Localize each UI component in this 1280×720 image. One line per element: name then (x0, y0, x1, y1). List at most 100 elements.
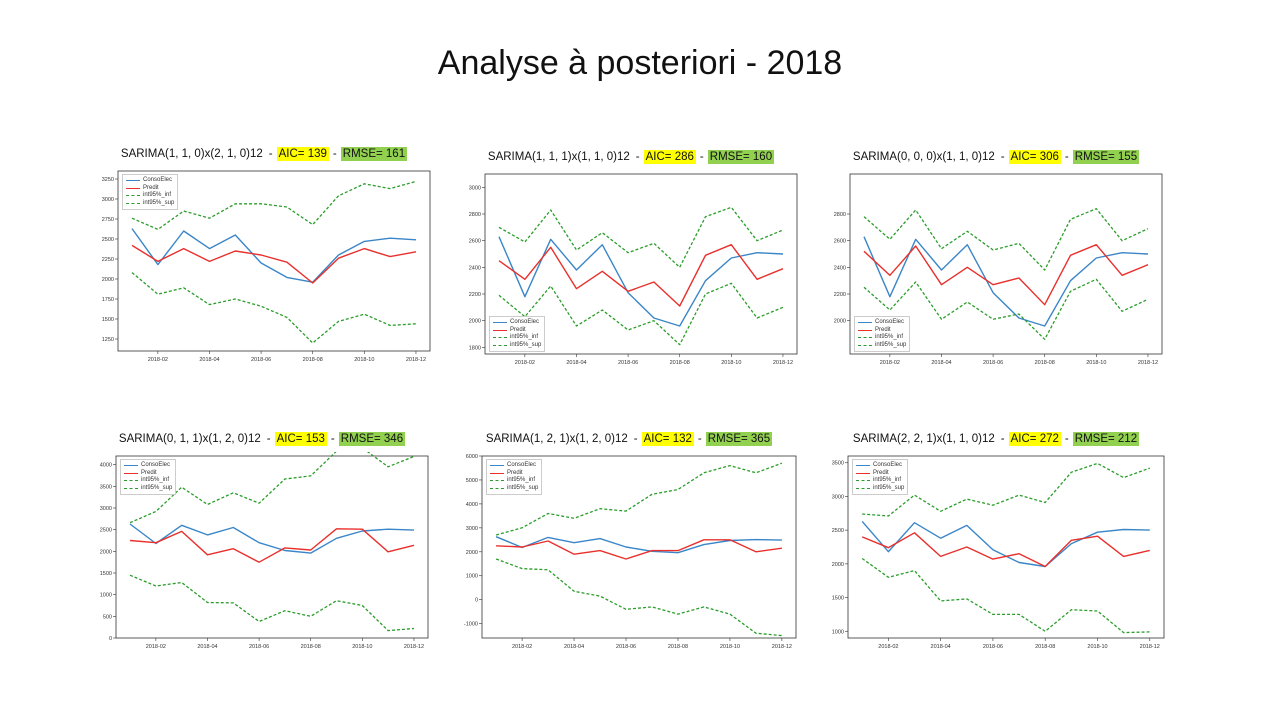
legend-label: Predit (510, 326, 526, 333)
series-line-consoelec (495, 536, 782, 554)
x-tick-label: 2018-06 (251, 357, 271, 363)
legend-label: ConsoElec (873, 462, 903, 468)
legend-label: ConsoElec (507, 462, 537, 468)
separator: - (330, 433, 335, 445)
legend-entry: ConsoElec (490, 462, 538, 470)
separator: - (332, 148, 337, 160)
y-tick-label: 5000 (466, 478, 478, 484)
legend-entry: Predit (490, 470, 538, 478)
series-line-consoelec (131, 228, 417, 283)
y-tick-label: 2000 (100, 549, 112, 555)
x-tick-label: 2018-08 (1035, 360, 1055, 366)
rmse-badge: RMSE= 161 (340, 147, 408, 161)
y-tick-label: 3000 (466, 526, 478, 532)
plot-frame (484, 173, 798, 355)
series-line-consoelec (498, 236, 784, 327)
legend-entry: int95%_inf (858, 334, 906, 342)
y-tick-label: 3250 (102, 177, 114, 183)
x-tick-label: 2018-06 (983, 360, 1003, 366)
legend-swatch (858, 329, 872, 331)
x-tick-label: 2018-08 (303, 357, 323, 363)
series-line-int95-inf (131, 272, 417, 344)
legend-label: int95%_sup (875, 341, 907, 348)
legend-entry: int95%_sup (856, 485, 904, 493)
series-line-int95-inf (863, 278, 1149, 340)
series-line-predit (131, 244, 417, 284)
series-line-predit (496, 539, 782, 560)
line-chart: 1000 1500 2000 2500 3000 3500 2018-02 2018-04 20… (832, 455, 1165, 650)
legend-swatch (126, 195, 140, 197)
model-title: SARIMA(2, 2, 1)x(1, 1, 0)12 (852, 433, 995, 445)
legend-swatch (126, 180, 140, 182)
chart-panel: SARIMA(1, 2, 1)x(1, 2, 0)12 - AIC= 132 -… (452, 428, 804, 660)
x-tick-label: 2018-06 (249, 644, 269, 650)
legend-label: int95%_sup (873, 484, 905, 491)
legend-label: int95%_inf (875, 334, 904, 340)
x-tick-label: 2018-04 (564, 644, 584, 650)
x-tick-label: 2018-02 (878, 644, 898, 650)
y-tick-label: 1500 (832, 596, 844, 602)
legend-swatch (490, 472, 504, 474)
y-tick-label: 3000 (832, 494, 844, 500)
y-tick-label: 2200 (469, 292, 481, 298)
separator: - (635, 151, 640, 163)
legend-swatch (493, 329, 507, 331)
aic-badge: AIC= 132 (641, 432, 694, 446)
legend-label: int95%_sup (510, 341, 542, 348)
y-tick-label: 4000 (100, 463, 112, 469)
legend-swatch (856, 472, 870, 474)
separator: - (697, 433, 702, 445)
legend-label: Predit (875, 326, 891, 333)
series-line-int95-inf (861, 557, 1150, 634)
separator: - (633, 433, 638, 445)
plot-frame (117, 170, 431, 352)
rmse-badge: RMSE= 155 (1072, 150, 1140, 164)
legend-swatch (493, 337, 507, 339)
series-line-predit (498, 243, 784, 307)
y-tick-label: 0 (109, 636, 112, 642)
x-tick-label: 2018-02 (880, 360, 900, 366)
x-tick-label: 2018-06 (618, 360, 638, 366)
x-tick-label: 2018-08 (668, 644, 688, 650)
separator: - (268, 148, 273, 160)
legend-entry: int95%_sup (126, 200, 174, 208)
series-line-consoelec (863, 236, 1149, 327)
series-line-int95-sup (498, 206, 784, 268)
x-tick-label: 2018-12 (1140, 644, 1160, 650)
chart-legend: ConsoElec Predit int95%_inf int95%_sup (120, 459, 177, 495)
legend-entry: Predit (493, 327, 541, 335)
legend-entry: ConsoElec (858, 319, 906, 327)
y-tick-label: 3500 (832, 461, 844, 467)
x-tick-label: 2018-08 (1035, 644, 1055, 650)
aic-badge: AIC= 153 (274, 432, 327, 446)
legend-entry: int95%_sup (493, 342, 541, 350)
plot-frame (849, 173, 1163, 355)
y-tick-label: 1800 (469, 345, 481, 351)
y-tick-label: 1000 (466, 574, 478, 580)
y-tick-label: 2400 (834, 265, 846, 271)
x-tick-label: 2018-08 (670, 360, 690, 366)
chart-legend: ConsoElec Predit int95%_inf int95%_sup (486, 459, 543, 495)
legend-entry: ConsoElec (124, 462, 172, 470)
y-tick-label: 1250 (102, 337, 114, 343)
y-tick-label: 2600 (834, 239, 846, 245)
y-tick-label: 2250 (102, 257, 114, 263)
y-tick-label: 2000 (834, 319, 846, 325)
y-tick-label: 2500 (100, 528, 112, 534)
line-chart: -1000 0 1000 2000 3000 4000 5000 6000 2018-02 201… (464, 454, 797, 650)
chart-panel: SARIMA(0, 1, 1)x(1, 2, 0)12 - AIC= 153 -… (86, 428, 436, 660)
aic-badge: AIC= 272 (1008, 432, 1061, 446)
model-title: SARIMA(1, 2, 1)x(1, 2, 0)12 (485, 433, 628, 445)
rmse-badge: RMSE= 365 (705, 432, 773, 446)
legend-label: int95%_sup (507, 484, 539, 491)
model-title: SARIMA(0, 0, 0)x(1, 1, 0)12 (852, 151, 995, 163)
legend-label: ConsoElec (141, 462, 171, 468)
legend-entry: ConsoElec (856, 462, 904, 470)
legend-label: Predit (143, 184, 159, 191)
x-tick-label: 2018-08 (301, 644, 321, 650)
legend-entry: int95%_sup (490, 485, 538, 493)
x-tick-label: 2018-10 (354, 357, 374, 363)
slide-title: Analyse à posteriori - 2018 (437, 44, 843, 82)
legend-entry: int95%_inf (856, 477, 904, 485)
legend-swatch (124, 465, 138, 467)
